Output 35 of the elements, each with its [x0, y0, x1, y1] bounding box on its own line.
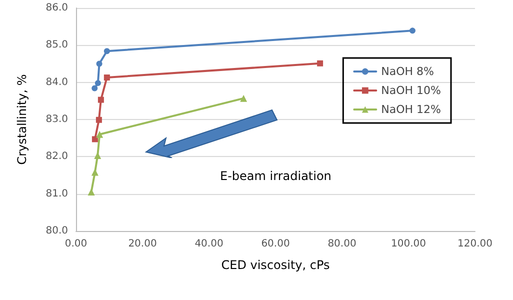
y-axis-title: Crystallinity, % — [15, 74, 29, 165]
y-tick-label: 83.0 — [46, 114, 68, 125]
point — [92, 85, 98, 92]
y-tick-label: 86.0 — [46, 2, 68, 14]
point — [88, 188, 95, 196]
point — [96, 130, 104, 138]
point — [92, 136, 98, 142]
point — [91, 168, 98, 176]
x-tick-label: 20.00 — [128, 238, 157, 250]
legend-label: NaOH 8% — [381, 65, 434, 78]
y-tick-label: 80.0 — [46, 226, 68, 236]
x-tick-label: 0.00 — [64, 238, 88, 250]
point — [96, 60, 102, 67]
x-tick-label: 40.00 — [194, 238, 224, 250]
point — [409, 28, 416, 34]
y-tick-label: 82.0 — [46, 151, 68, 162]
x-tick-label: 80.00 — [328, 238, 356, 250]
x-axis-title: CED viscosity, cPs — [221, 258, 330, 272]
y-tick-label: 85.0 — [46, 40, 68, 51]
x-tick-label: 60.00 — [261, 238, 290, 250]
annotation: E-beam irradiation — [220, 169, 332, 183]
y-tick-label: 84.0 — [46, 76, 68, 88]
point — [96, 116, 102, 123]
point — [240, 94, 248, 102]
point — [104, 48, 110, 54]
point — [94, 152, 102, 160]
x-tick-label: 120.00 — [458, 238, 492, 250]
x-tick-label: 100.00 — [391, 238, 426, 250]
legend-label: NaOH 12% — [381, 103, 442, 116]
legend-label: NaOH 10% — [381, 84, 442, 97]
point — [317, 60, 324, 66]
y-tick-label: 81.0 — [46, 188, 68, 200]
point — [98, 96, 104, 103]
point — [104, 74, 110, 80]
point — [94, 80, 101, 86]
